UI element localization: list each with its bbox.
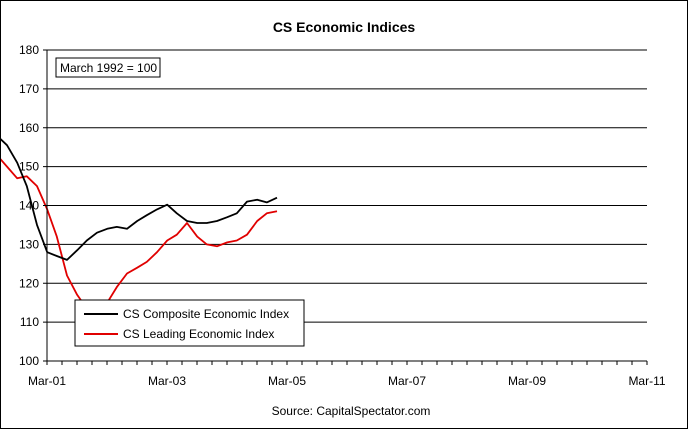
chart-title: CS Economic Indices: [273, 19, 416, 35]
x-tick-label: Mar-03: [148, 374, 186, 388]
series-layer: [1, 138, 278, 314]
x-axis-ticks: Mar-01 Mar-03 Mar-05 Mar-07 Mar-09 Mar-11: [28, 361, 666, 388]
y-tick-label: 110: [20, 315, 39, 329]
legend-label-composite: CS Composite Economic Index: [123, 307, 289, 321]
gridlines: [47, 49, 647, 323]
y-tick-label: 100: [19, 354, 39, 368]
legend: CS Composite Economic Index CS Leading E…: [74, 299, 305, 347]
y-tick-label: 130: [19, 237, 39, 251]
series-line-leading: [1, 158, 278, 314]
y-tick-label: 150: [19, 160, 39, 174]
y-tick-label: 160: [19, 121, 39, 135]
y-tick-label: 170: [19, 82, 39, 96]
annotation-text: March 1992 = 100: [60, 61, 157, 75]
y-tick-label: 180: [19, 43, 39, 57]
legend-label-leading: CS Leading Economic Index: [123, 327, 274, 341]
y-axis-ticks: 100 110 120 130 140 150 160 170 180: [19, 43, 47, 368]
source-note: Source: CapitalSpectator.com: [272, 404, 431, 418]
x-tick-label: Mar-09: [508, 374, 546, 388]
y-tick-label: 140: [19, 199, 39, 213]
x-tick-label: Mar-05: [268, 374, 306, 388]
annotation-frame: [55, 57, 161, 78]
x-tick-label: Mar-11: [628, 374, 665, 388]
legend-frame: [74, 299, 305, 347]
x-tick-label: Mar-01: [28, 374, 66, 388]
annotation-box: March 1992 = 100: [55, 57, 161, 78]
x-tick-label: Mar-07: [388, 374, 426, 388]
series-line-composite: [1, 138, 278, 261]
y-tick-label: 120: [19, 276, 39, 290]
